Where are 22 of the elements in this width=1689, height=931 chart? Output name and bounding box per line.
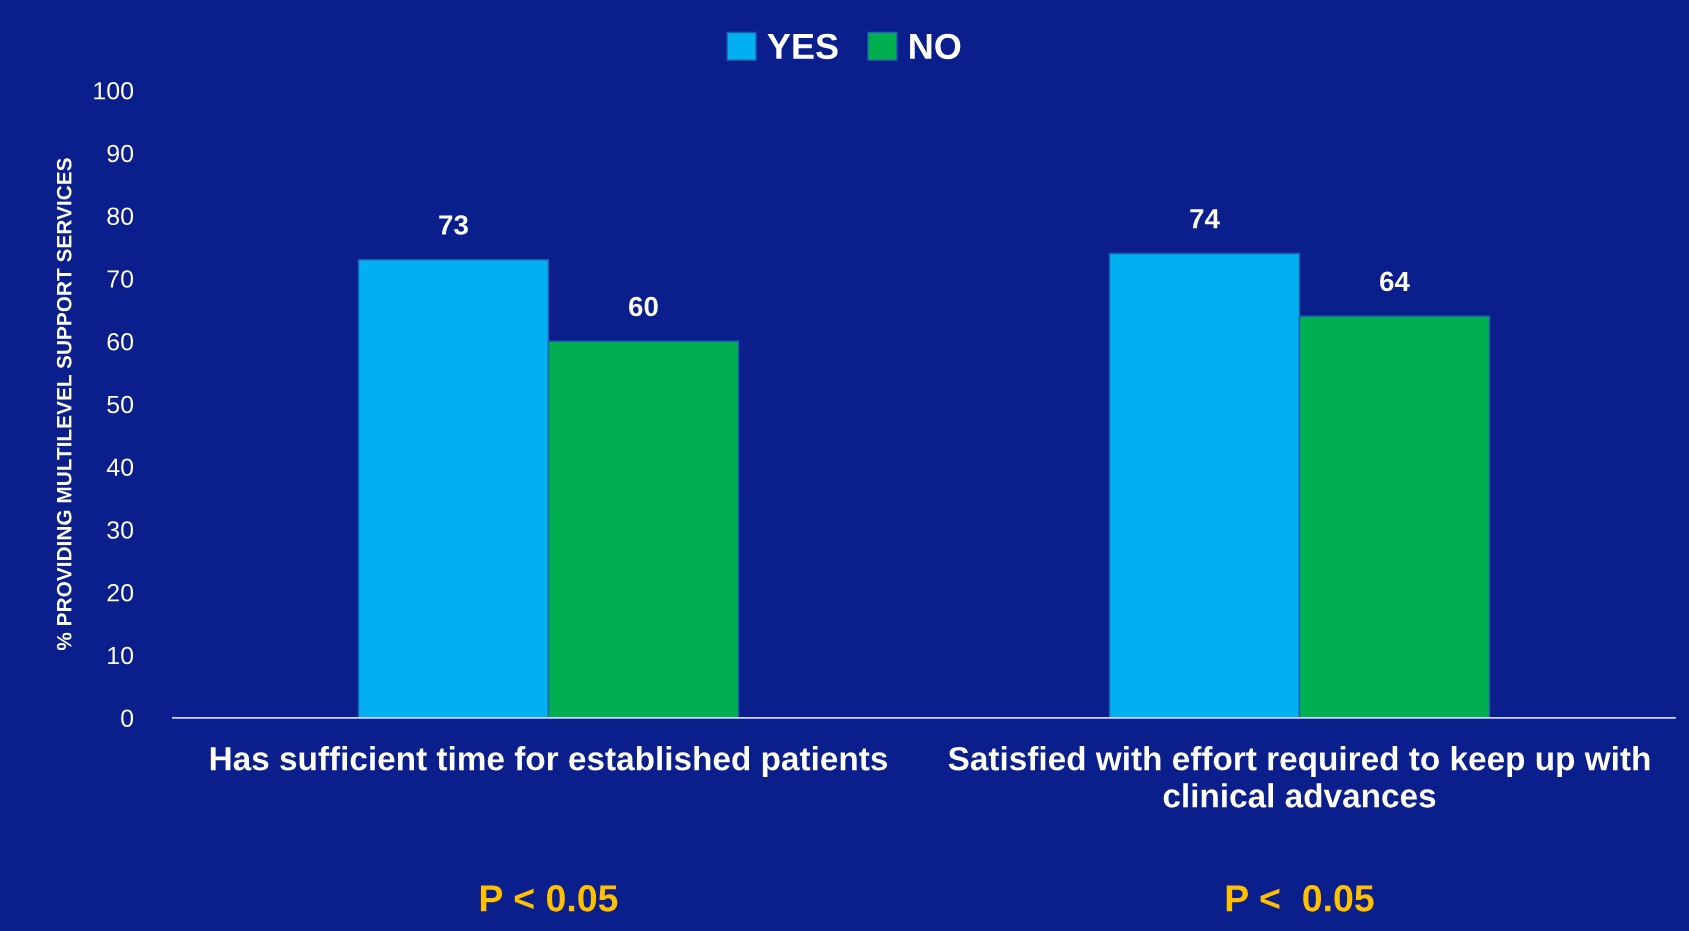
y-tick-label: 50 [107,395,134,414]
x-tick-label: Satisfied with effort required to keep up with clinical advances [948,746,1650,808]
y-tick-label: 80 [107,207,134,226]
y-tick-label: 0 [121,709,134,728]
legend-label: YES [767,33,838,60]
legend-label: NO [910,33,961,60]
y-tick-label: 10 [108,646,134,665]
data-label: 74 [1190,209,1220,229]
x-tick-label: Has sufficient time for established patients [210,746,888,778]
y-tick-label: 20 [107,583,134,602]
data-label: 73 [439,215,468,235]
data-label: 64 [1380,271,1410,292]
y-tick-label: 60 [107,332,134,351]
y-tick-label: 70 [107,270,134,288]
y-tick-label: 40 [106,458,134,477]
data-label: 60 [629,296,658,317]
y-tick-label: 100 [94,81,134,100]
y-axis-title: % PROVIDING MULTILEVEL SUPPORT SERVICES [56,158,72,651]
y-tick-label: 90 [107,144,134,163]
y-tick-label: 30 [107,521,134,539]
text: P < 0.05 [1226,885,1374,912]
text: P < 0.05 [480,885,618,912]
